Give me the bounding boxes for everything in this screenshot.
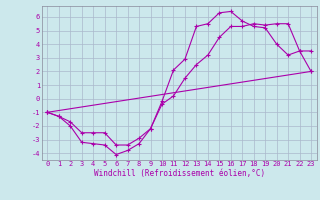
X-axis label: Windchill (Refroidissement éolien,°C): Windchill (Refroidissement éolien,°C) (94, 169, 265, 178)
